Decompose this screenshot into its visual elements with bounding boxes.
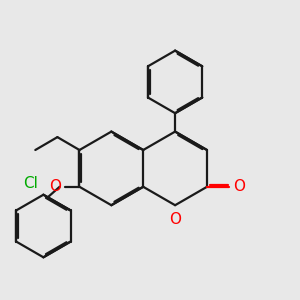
Text: Cl: Cl [23,176,38,191]
Text: O: O [233,179,245,194]
Text: O: O [169,212,181,227]
Text: O: O [49,179,61,194]
